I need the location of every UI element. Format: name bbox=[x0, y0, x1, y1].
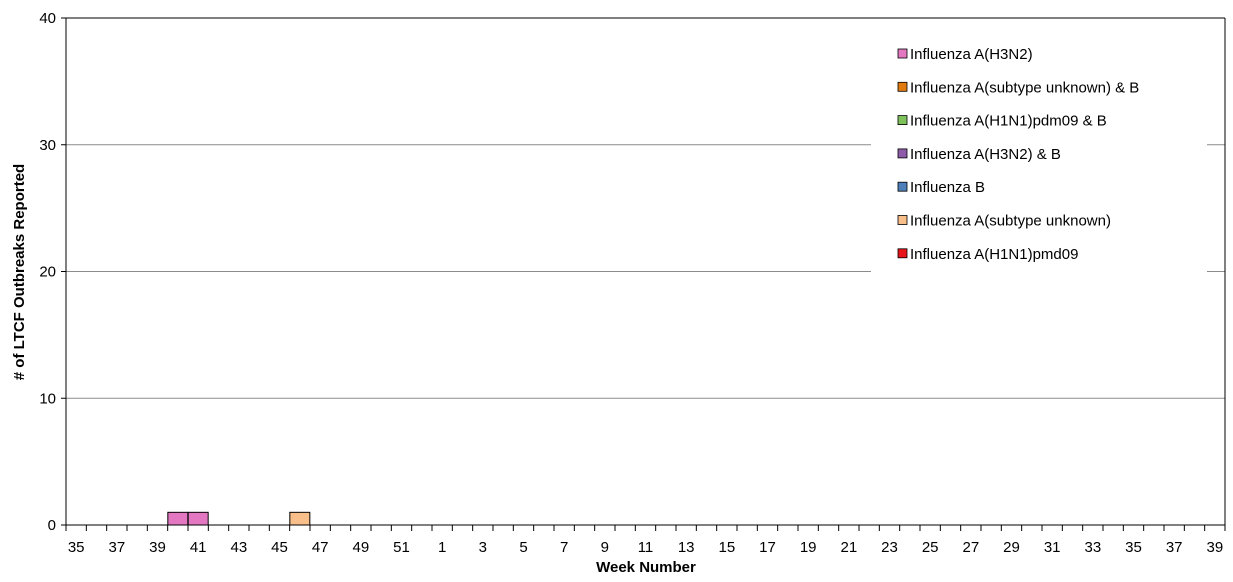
legend-swatch bbox=[897, 148, 908, 159]
bars bbox=[167, 511, 311, 526]
x-tick-label: 15 bbox=[718, 539, 735, 556]
legend-box bbox=[871, 36, 1207, 282]
legend-label: Influenza A(H3N2) bbox=[910, 46, 1033, 63]
x-tick-label: 1 bbox=[438, 539, 446, 556]
y-tick-labels: 0 10 20 30 40 bbox=[39, 10, 56, 534]
legend-label: Influenza A(subtype unknown) bbox=[910, 213, 1111, 230]
x-tick-label: 17 bbox=[759, 539, 776, 556]
x-tick-label: 43 bbox=[230, 539, 247, 556]
legend-label: Influenza A(H1N1)pmd09 bbox=[910, 246, 1078, 263]
y-axis-title: # of LTCF Outbreaks Reported bbox=[11, 164, 28, 380]
axes bbox=[61, 17, 1226, 531]
x-tick-label: 49 bbox=[352, 539, 369, 556]
bar-series-0-week-41 bbox=[187, 511, 209, 526]
legend-label: Influenza B bbox=[910, 179, 985, 196]
legend: Influenza A(H3N2) Influenza A(subtype unk… bbox=[871, 36, 1207, 282]
x-tick-label: 27 bbox=[962, 539, 979, 556]
x-tick-label: 39 bbox=[1206, 539, 1223, 556]
x-tick-label: 39 bbox=[149, 539, 166, 556]
x-tick-label: 13 bbox=[678, 539, 695, 556]
legend-swatch bbox=[897, 48, 908, 59]
x-tick-label: 47 bbox=[312, 539, 329, 556]
x-tick-label: 33 bbox=[1084, 539, 1101, 556]
x-tick-label: 45 bbox=[271, 539, 288, 556]
legend-swatch bbox=[897, 81, 908, 92]
y-tick-label: 10 bbox=[39, 390, 56, 407]
x-tick-labels: 35 37 39 41 43 45 47 49 51 1 3 5 7 9 11 13 15 17 19 21 23 25 2… bbox=[68, 539, 1223, 556]
y-tick-label: 30 bbox=[39, 137, 56, 154]
y-tick-label: 0 bbox=[48, 517, 56, 534]
x-tick-label: 7 bbox=[560, 539, 568, 556]
x-tick-label: 29 bbox=[1003, 539, 1020, 556]
legend-swatch bbox=[897, 181, 908, 192]
legend-swatch bbox=[897, 115, 908, 125]
x-tick-label: 21 bbox=[840, 539, 857, 556]
legend-label: Influenza A(subtype unknown) & B bbox=[910, 79, 1139, 96]
legend-label: Influenza A(H3N2) & B bbox=[910, 146, 1061, 163]
legend-swatch bbox=[897, 248, 908, 259]
x-tick-label: 25 bbox=[922, 539, 939, 556]
legend-label: Influenza A(H1N1)pdm09 & B bbox=[910, 113, 1107, 130]
bar-series-0-week-40 bbox=[167, 511, 189, 526]
x-tick-label: 5 bbox=[519, 539, 527, 556]
x-tick-label: 35 bbox=[1125, 539, 1142, 556]
x-tick-label: 37 bbox=[108, 539, 125, 556]
x-tick-label: 37 bbox=[1166, 539, 1183, 556]
y-tick-label: 40 bbox=[39, 10, 56, 27]
x-tick-label: 19 bbox=[800, 539, 817, 556]
legend-swatch bbox=[897, 215, 908, 225]
x-tick-label: 23 bbox=[881, 539, 898, 556]
x-axis-title: Week Number bbox=[596, 559, 696, 576]
y-tick-label: 20 bbox=[39, 264, 56, 281]
x-tick-label: 41 bbox=[190, 539, 207, 556]
x-tick-label: 31 bbox=[1044, 539, 1061, 556]
x-tick-label: 51 bbox=[393, 539, 410, 556]
bar-series-5-week-46 bbox=[289, 511, 311, 526]
x-tick-label: 11 bbox=[638, 539, 654, 556]
x-tick-label: 35 bbox=[68, 539, 85, 556]
x-tick-label: 9 bbox=[601, 539, 609, 556]
x-tick-label: 3 bbox=[479, 539, 487, 556]
